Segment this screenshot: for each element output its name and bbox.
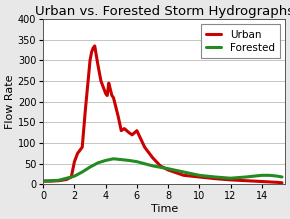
Urban: [70, 176, 73, 178]
Forested: [57, 179, 61, 182]
Urban: [41, 180, 45, 182]
Urban: [151, 156, 154, 159]
Forested: [81, 171, 84, 173]
Urban: [143, 146, 146, 148]
Forested: [151, 164, 154, 167]
Urban: [113, 102, 117, 105]
Forested: [268, 174, 271, 177]
Urban: [99, 80, 103, 82]
Forested: [166, 167, 170, 170]
Urban: [112, 96, 115, 99]
Forested: [127, 159, 131, 162]
Urban: [76, 152, 79, 155]
Urban: [65, 178, 68, 181]
Urban: [260, 180, 264, 183]
Urban: [159, 164, 162, 167]
Forested: [88, 166, 92, 168]
Urban: [73, 160, 76, 163]
Urban: [93, 45, 97, 47]
Urban: [116, 115, 120, 118]
Forested: [260, 174, 264, 177]
Urban: [127, 131, 131, 134]
Urban: [81, 146, 84, 148]
Urban: [197, 176, 201, 178]
Urban: [135, 129, 139, 132]
Forested: [182, 171, 185, 173]
Urban: [96, 63, 99, 66]
Urban: [49, 180, 53, 182]
Urban: [91, 47, 95, 49]
Urban: [119, 129, 123, 132]
Urban: [107, 82, 110, 85]
Legend: Urban, Forested: Urban, Forested: [201, 24, 280, 58]
Urban: [84, 109, 87, 111]
Forested: [143, 162, 146, 165]
Urban: [106, 94, 109, 97]
Forested: [276, 175, 279, 177]
Urban: [108, 88, 112, 91]
Forested: [213, 176, 217, 178]
Forested: [41, 180, 45, 182]
Urban: [166, 169, 170, 171]
Urban: [110, 94, 114, 97]
Urban: [213, 177, 217, 180]
Forested: [229, 177, 232, 180]
Forested: [112, 157, 115, 160]
Line: Urban: Urban: [43, 46, 282, 183]
Urban: [244, 179, 248, 182]
Forested: [73, 175, 76, 177]
Forested: [280, 176, 284, 178]
Urban: [87, 76, 90, 78]
Urban: [280, 182, 284, 184]
Urban: [268, 181, 271, 183]
Urban: [123, 127, 126, 130]
Urban: [182, 174, 185, 177]
Urban: [276, 181, 279, 184]
Forested: [244, 176, 248, 178]
X-axis label: Time: Time: [151, 204, 178, 214]
Urban: [104, 92, 107, 95]
Urban: [88, 59, 92, 62]
Urban: [229, 178, 232, 181]
Forested: [96, 162, 99, 164]
Y-axis label: Flow Rate: Flow Rate: [5, 74, 15, 129]
Forested: [135, 160, 139, 163]
Title: Urban vs. Forested Storm Hydrographs: Urban vs. Forested Storm Hydrographs: [35, 5, 290, 18]
Line: Forested: Forested: [43, 159, 282, 181]
Urban: [57, 179, 61, 182]
Forested: [119, 158, 123, 161]
Urban: [101, 84, 104, 87]
Urban: [90, 51, 93, 53]
Forested: [197, 174, 201, 177]
Forested: [104, 159, 107, 162]
Urban: [130, 134, 134, 136]
